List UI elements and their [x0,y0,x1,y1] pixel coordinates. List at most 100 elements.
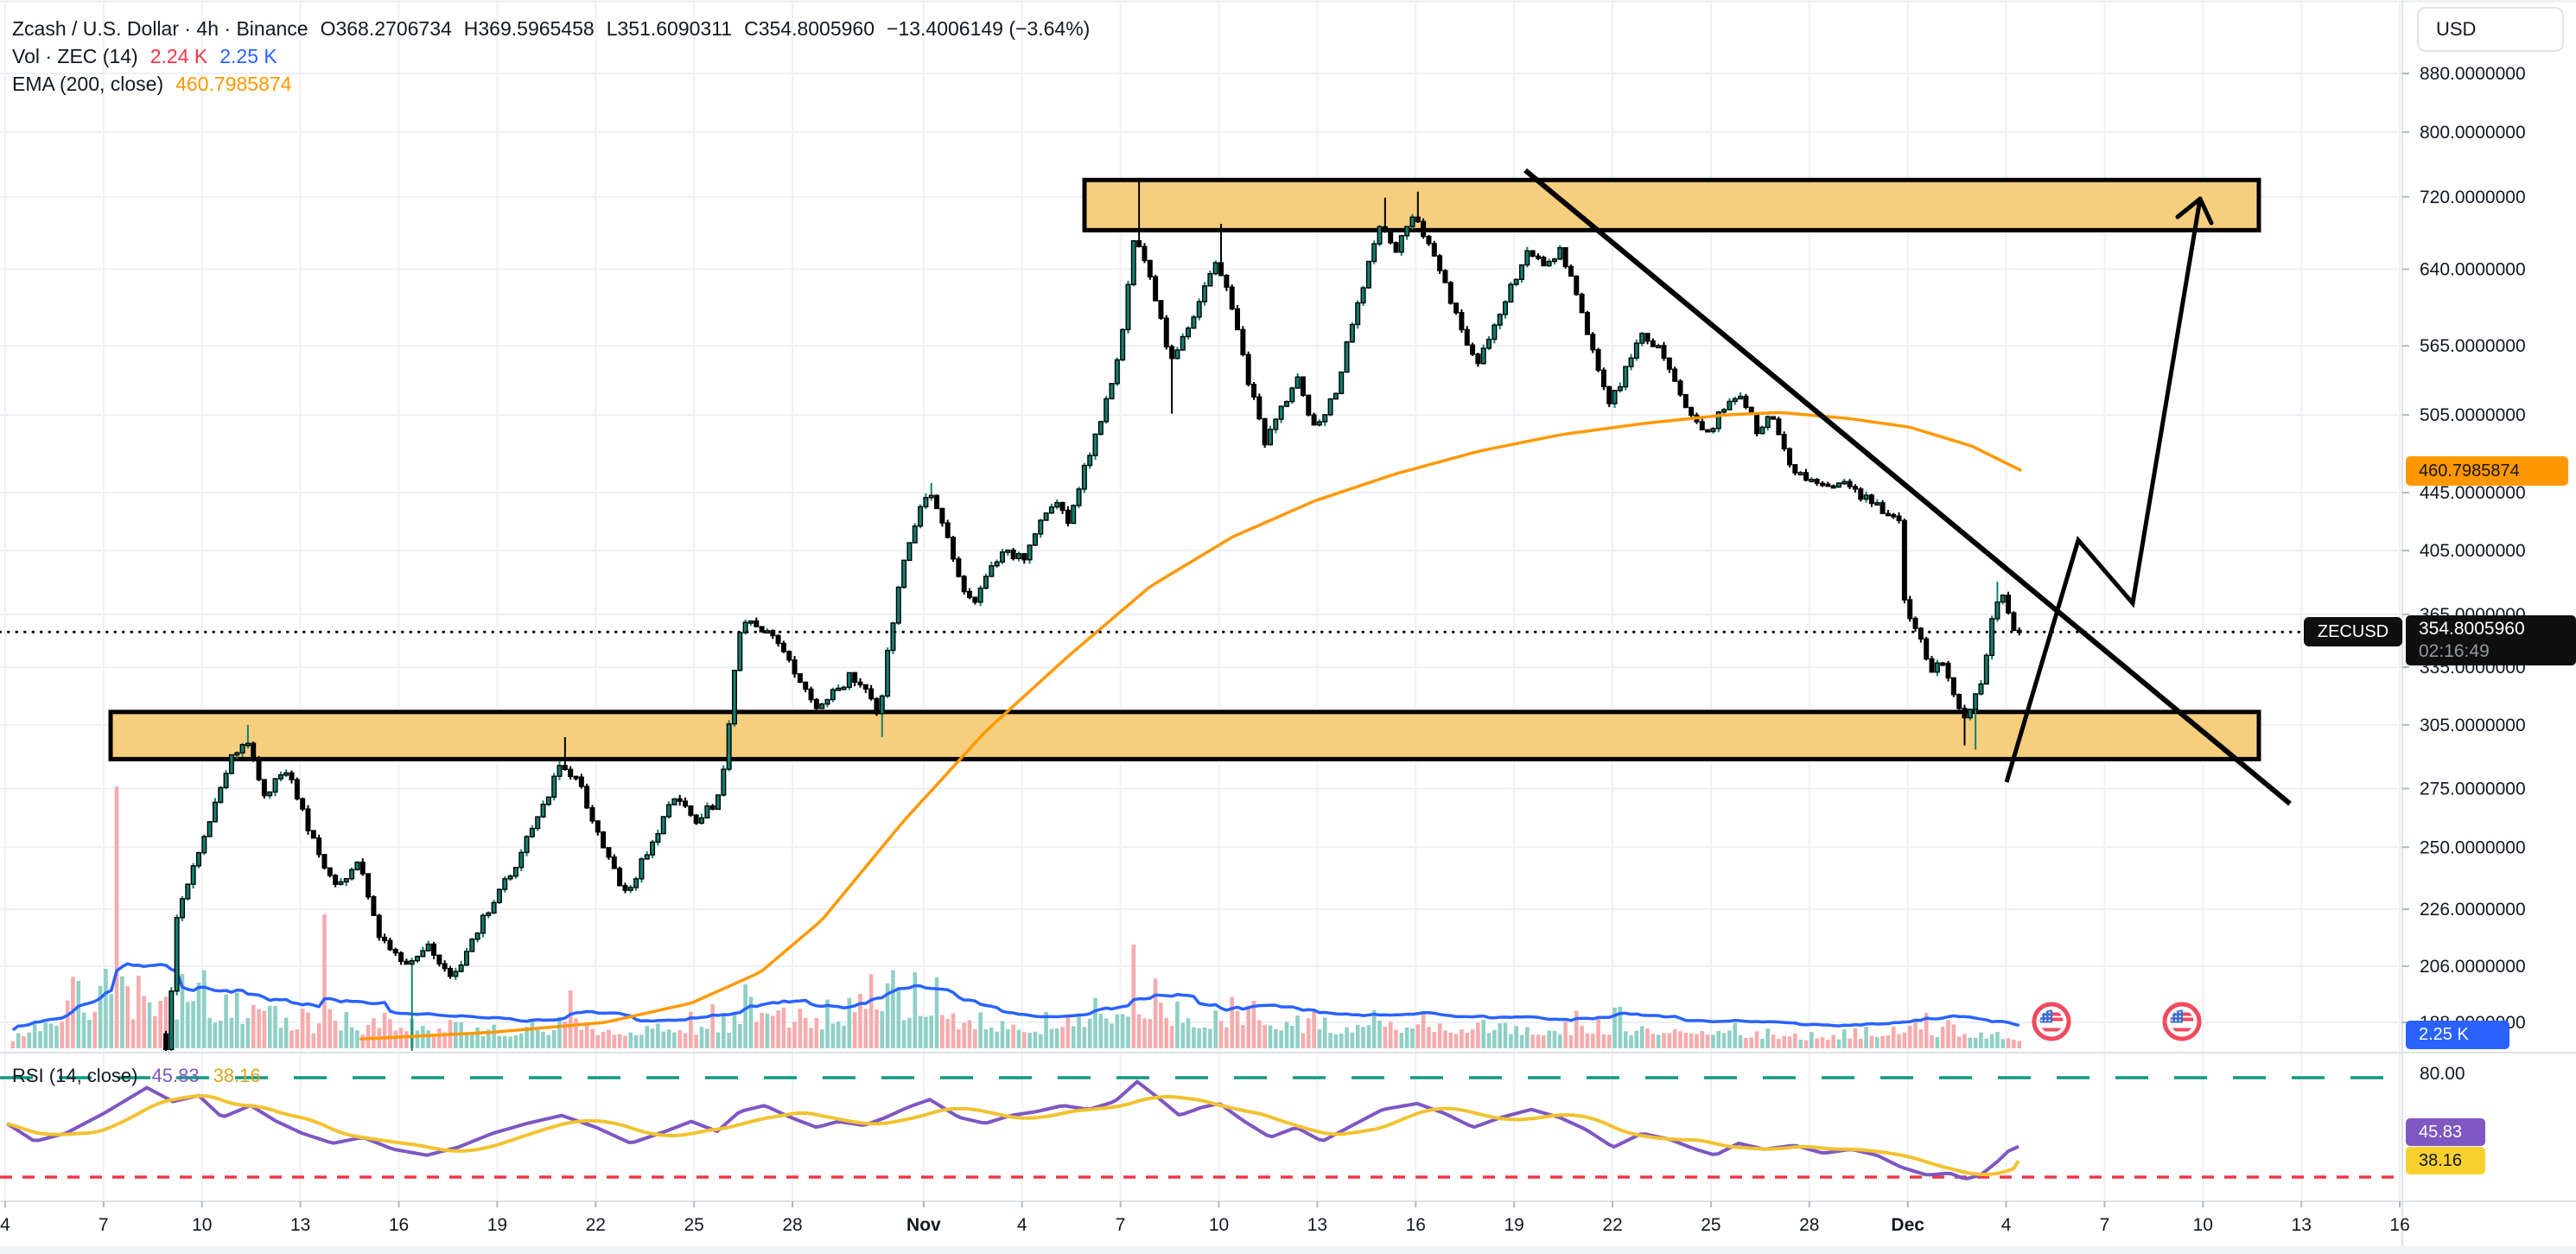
volume-bar [1126,1016,1130,1048]
support-zone[interactable] [108,710,2261,761]
volume-bar [475,1027,480,1048]
candle-body [578,776,584,787]
candle-body [1306,394,1312,416]
volume-bar [847,997,852,1048]
price-axis-label[interactable]: 250.0000000 [2420,837,2526,857]
candle-body [1699,421,1705,430]
candle-body [1710,428,1716,433]
flag-star [2045,1011,2047,1014]
candle-body [512,867,518,877]
candle-body [507,875,513,880]
volume-bar [1098,1014,1104,1048]
time-axis-label[interactable]: 10 [1209,1215,1229,1235]
price-axis-label[interactable]: 275.0000000 [2420,779,2526,799]
volume-bar [1175,1001,1180,1048]
price-axis-label[interactable]: 800.0000000 [2420,123,2526,143]
volume-bar [1897,1034,1901,1048]
candle-body [1612,390,1618,404]
price-axis-label[interactable]: 565.0000000 [2420,336,2526,356]
time-axis-label[interactable]: 28 [782,1215,802,1235]
time-axis-label[interactable]: 4 [1017,1215,1027,1235]
volume-bar [1639,1026,1644,1048]
price-axis-label[interactable]: 720.0000000 [2420,188,2526,207]
time-axis-label[interactable]: 28 [1799,1215,1819,1235]
time-axis-label[interactable]: 19 [487,1215,507,1235]
price-axis-label[interactable]: 405.0000000 [2420,541,2526,561]
price-axis-label[interactable]: 206.0000000 [2420,957,2526,977]
time-axis-label[interactable]: 25 [684,1215,703,1235]
volume-bar [574,1018,578,1048]
volume-bar [1241,1024,1245,1048]
volume-bar [1886,1034,1891,1048]
volume-bar [792,1022,797,1048]
time-axis-label[interactable]: 22 [586,1215,606,1235]
candle-body [928,494,934,499]
price-axis-label[interactable]: 505.0000000 [2420,405,2526,425]
rsi-legend-row[interactable]: RSI (14, close) 45.83 38.16 [12,1065,261,1087]
volume-bar [497,1035,502,1048]
candle-body [879,695,885,715]
volume-bar [1716,1030,1721,1048]
volume-bar [87,1020,92,1048]
us-flag-event-icon[interactable] [2032,1002,2071,1041]
candle-body [1147,259,1153,277]
time-axis-label[interactable]: 16 [1406,1215,1426,1235]
candle-body [989,565,995,577]
candle-body [1978,683,1984,695]
price-axis-label[interactable]: 305.0000000 [2420,716,2526,735]
volume-bar [1869,1035,1874,1048]
volume-legend-row[interactable]: Vol · ZEC (14) 2.24 K 2.25 K [12,45,277,68]
volume-bar [929,1015,934,1048]
time-axis-label[interactable]: Nov [906,1215,941,1235]
time-axis-label[interactable]: 10 [192,1215,212,1235]
drawings-layer [0,168,2304,806]
time-axis-label[interactable]: 7 [1116,1215,1126,1235]
price-axis-label[interactable]: 445.0000000 [2420,483,2526,503]
ema-legend-row[interactable]: EMA (200, close) 460.7985874 [12,73,291,96]
time-axis-label[interactable]: 13 [290,1215,310,1235]
candle-body [715,794,721,811]
price-axis-label[interactable]: 880.0000000 [2420,64,2526,84]
time-axis-label[interactable]: 10 [2193,1215,2213,1235]
volume-bar [311,1033,316,1048]
price-axis-label[interactable]: 640.0000000 [2420,260,2526,280]
candle-body [1732,398,1738,403]
resistance-zone[interactable] [1082,177,2261,232]
volume-bar [104,969,108,1048]
candle-body [305,808,311,831]
time-axis-label[interactable]: 16 [2389,1215,2409,1235]
candle-body [366,873,372,898]
time-axis-label[interactable]: 7 [99,1215,109,1235]
volume-bar [584,1023,589,1048]
volume-bar [404,1031,409,1048]
time-axis-label[interactable]: 4 [0,1215,10,1235]
volume-bar [727,1033,731,1048]
candle-body [726,722,732,770]
volume-bar [1623,1031,1628,1048]
candle-body [1218,262,1224,277]
time-axis-label[interactable]: 22 [1602,1215,1622,1235]
currency-button[interactable]: USD [2417,7,2564,52]
time-axis-label[interactable]: 13 [2292,1215,2312,1235]
candle-body [633,878,639,888]
symbol-legend-row[interactable]: Zcash / U.S. Dollar · 4h · Binance O368.… [12,17,1090,41]
time-axis-label[interactable]: 13 [1307,1215,1327,1235]
candle-body [956,558,962,577]
time-axis-label[interactable]: 4 [2001,1215,2012,1235]
candle-body [1153,276,1159,302]
time-axis-label[interactable]: 16 [389,1215,409,1235]
descending-trendline[interactable] [1523,168,2292,806]
time-axis-label[interactable]: 7 [2100,1215,2110,1235]
time-axis-label[interactable]: 19 [1504,1215,1523,1235]
volume-bar [1065,1015,1071,1048]
time-axis-label[interactable]: 25 [1701,1215,1721,1235]
projection-zigzag-arrow[interactable] [2004,198,2203,783]
rsi-axis-label[interactable]: 80.00 [2420,1064,2465,1084]
us-flag-event-icon[interactable] [2162,1002,2202,1041]
candle-body [923,497,929,508]
candle-body [551,775,557,799]
time-axis-label[interactable]: Dec [1891,1215,1924,1235]
price-axis-label[interactable]: 226.0000000 [2420,900,2526,920]
